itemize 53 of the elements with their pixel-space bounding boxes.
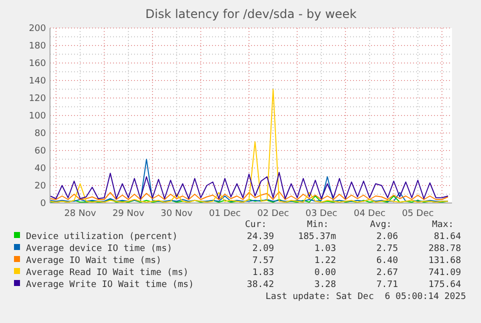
- x-tick-label: 28 Nov: [64, 209, 97, 219]
- text: Cur:: [245, 220, 267, 230]
- text: 0.00: [314, 268, 336, 278]
- text: 24.39: [246, 232, 274, 242]
- line-series: [50, 88, 448, 203]
- chart-title: Disk latency for /dev/sda - by week: [145, 7, 357, 21]
- text: Avg:: [370, 220, 392, 230]
- line-series: [50, 172, 448, 200]
- text: 38.42: [246, 280, 274, 290]
- y-tick-label: 200: [28, 24, 46, 34]
- legend-label: Device utilization (percent): [26, 232, 178, 242]
- text: 3.28: [314, 280, 336, 290]
- x-tick-label: 05 Dec: [402, 209, 434, 219]
- y-tick-label: 180: [28, 42, 46, 52]
- text: 81.64: [434, 232, 461, 242]
- x-tick-label: 29 Nov: [112, 209, 145, 219]
- legend-label: Average IO Wait time (ms): [26, 256, 162, 266]
- x-tick-label: 30 Nov: [160, 209, 194, 219]
- text: 7.71: [376, 280, 398, 290]
- y-tick-label: 60: [34, 146, 46, 156]
- legend-label: Average Read IO Wait time (ms): [26, 268, 189, 278]
- x-tick-label: 04 Dec: [354, 209, 386, 219]
- y-tick-label: 140: [28, 76, 46, 86]
- text: 131.68: [428, 256, 461, 266]
- line-series: [50, 191, 448, 200]
- y-tick-label: 20: [34, 182, 46, 192]
- x-tick-label: 03 Dec: [305, 209, 338, 219]
- text: 741.09: [428, 268, 461, 278]
- text: 2.09: [252, 244, 274, 254]
- x-tick-label: 01 Dec: [209, 209, 241, 219]
- text: 7.57: [252, 256, 274, 266]
- y-tick-label: 100: [28, 112, 46, 122]
- text: 2.67: [376, 268, 398, 278]
- legend-label: Average Write IO Wait time (ms): [26, 280, 194, 290]
- legend-label: Average device IO time (ms): [26, 244, 172, 254]
- text: Min:: [307, 220, 329, 230]
- text: 1.22: [314, 256, 336, 266]
- y-tick-label: 0: [40, 199, 46, 209]
- text: 1.83: [252, 268, 274, 278]
- x-tick-label: 02 Dec: [257, 209, 290, 219]
- text: Last update: Sat Dec 6 05:00:14 2025: [266, 292, 466, 302]
- text: 6.40: [376, 256, 398, 266]
- text: 1.03: [314, 244, 336, 254]
- y-tick-label: 40: [34, 164, 46, 174]
- y-tick-label: 120: [28, 94, 46, 104]
- text: 288.78: [428, 244, 461, 254]
- text: 175.64: [428, 280, 461, 290]
- text: 185.37m: [298, 232, 336, 242]
- y-tick-label: 160: [28, 59, 46, 69]
- y-tick-label: 80: [34, 129, 46, 139]
- text: 2.75: [376, 244, 398, 254]
- text: Max:: [432, 220, 454, 230]
- text: 2.06: [376, 232, 398, 242]
